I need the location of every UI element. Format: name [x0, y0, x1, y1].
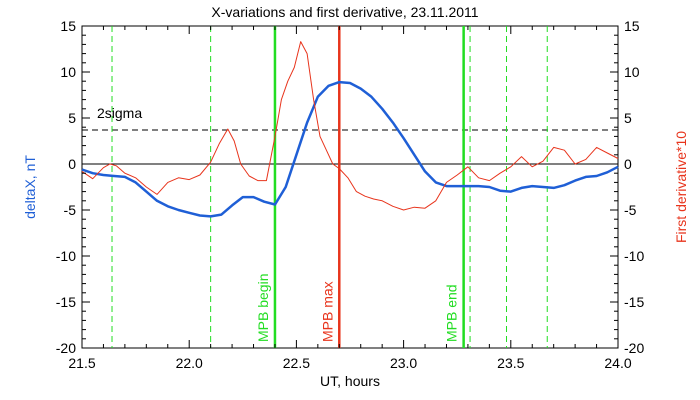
y-tick-label-left: -15	[56, 294, 76, 310]
axes-layer: 21.5 22.0 22.5 23.0 23.5 24.0-20 -20-15 -15-10-…	[56, 18, 645, 371]
grid-layer: 2sigma MPB begin MPB max MPB end	[82, 26, 618, 348]
plot-area	[81, 25, 619, 349]
y-tick-label-left: 10	[60, 64, 76, 80]
marker-label: MPB end	[444, 284, 460, 342]
y-tick-label-right: -5	[624, 202, 637, 218]
y-axis-right-label: First derivative*10	[673, 131, 689, 243]
marker-label: MPB max	[319, 281, 335, 342]
y-tick-label-left: -20	[56, 340, 76, 356]
derivative-line	[81, 41, 619, 211]
y-tick-label-left: 15	[60, 18, 76, 34]
x-tick-label: 23.0	[390, 355, 417, 371]
x-tick-label: 23.5	[497, 355, 524, 371]
y-tick-label-right: -20	[624, 340, 644, 356]
x-tick-label: 22.0	[176, 355, 203, 371]
y-tick-label-right: 5	[624, 110, 632, 126]
x-tick-label: 24.0	[604, 355, 631, 371]
y-tick-label-left: -10	[56, 248, 76, 264]
x-axis-label: UT, hours	[320, 373, 380, 389]
deltax-line	[81, 80, 619, 218]
series-layer	[81, 41, 619, 218]
x-tick-label: 21.5	[68, 355, 95, 371]
marker-label: MPB begin	[255, 274, 271, 342]
y-tick-label-right: 15	[624, 18, 640, 34]
y-tick-label-left: 5	[68, 110, 76, 126]
y-tick-label-right: 0	[624, 156, 632, 172]
y-axis-left-label: deltaX, nT	[22, 155, 38, 219]
x-tick-label: 22.5	[283, 355, 310, 371]
chart-title: X-variations and first derivative, 23.11…	[211, 4, 478, 20]
y-tick-label-right: -15	[624, 294, 644, 310]
two-sigma-label: 2sigma	[97, 105, 142, 121]
y-tick-label-left: -5	[64, 202, 77, 218]
y-tick-label-right: 10	[624, 64, 640, 80]
y-tick-label-right: -10	[624, 248, 644, 264]
y-tick-label-left: 0	[68, 156, 76, 172]
